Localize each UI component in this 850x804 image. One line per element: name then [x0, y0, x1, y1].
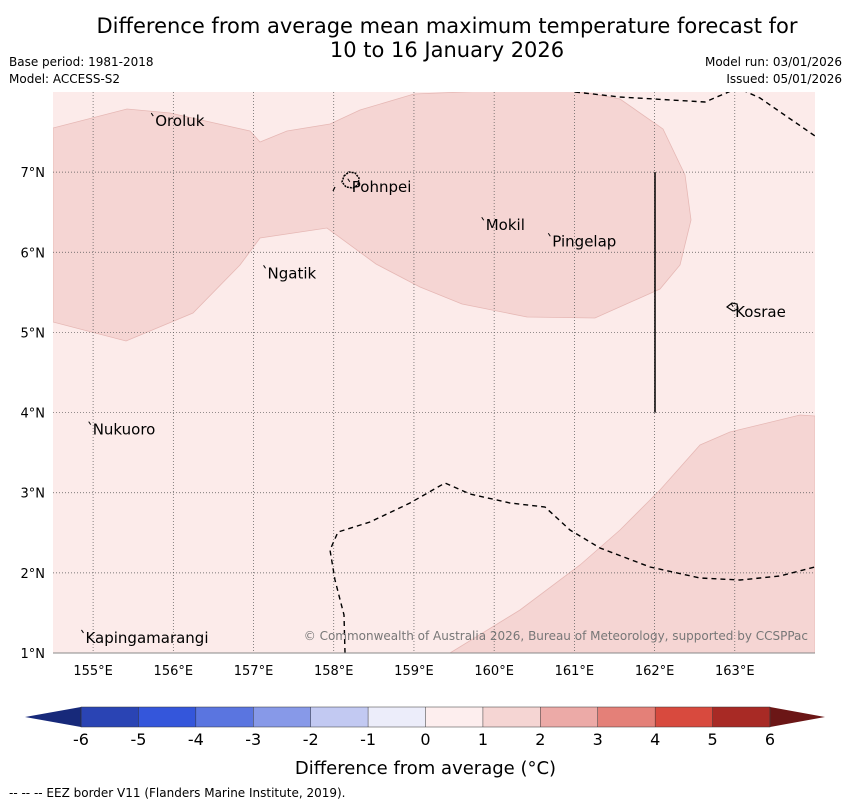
lon-tick-label: 156°E: [154, 664, 194, 679]
place-label-kapingamarangi: Kapingamarangi: [85, 629, 208, 647]
lon-tick-label: 162°E: [635, 664, 675, 679]
colorbar-extend-high: [770, 707, 825, 727]
lon-tick-label: 157°E: [234, 664, 274, 679]
lon-tick-label: 160°E: [474, 664, 514, 679]
colorbar-tick-label: -1: [360, 730, 376, 749]
place-marker: [150, 112, 154, 117]
colorbar-segment: [482, 707, 541, 727]
chart-title: Difference from average mean maximum tem…: [0, 14, 850, 62]
colorbar-segment: [195, 707, 254, 727]
band-1-to-2-north: [53, 92, 692, 342]
eez-footnote: -- -- -- EEZ border V11 (Flanders Marine…: [9, 786, 346, 800]
place-marker: [263, 265, 266, 269]
map-axes: 155°E 156°E 157°E 158°E 159°E 160°E 161°E 162°E…: [21, 166, 755, 679]
lon-tick-label: 155°E: [73, 664, 113, 679]
lat-tick-label: 7°N: [21, 166, 46, 181]
title-line-2: 10 to 16 January 2026: [329, 38, 565, 62]
place-label-pingelap: Pingelap: [552, 232, 616, 250]
copyright-notice: © Commonwealth of Australia 2026, Bureau…: [304, 629, 808, 643]
colorbar-tick-label: -6: [73, 730, 89, 749]
band-1-to-2-southeast: [449, 414, 815, 653]
colorbar-tick-label: 4: [650, 730, 660, 749]
colorbar-tick-label: -3: [245, 730, 261, 749]
colorbar-segment: [310, 707, 369, 727]
map-area: Oroluk Pohnpei Mokil Pingelap Ngatik Kosrae Nu…: [53, 92, 815, 654]
model-name: Model: ACCESS-S2: [9, 72, 121, 86]
colorbar-label: Difference from average (°C): [295, 758, 556, 779]
title-line-1: Difference from average mean maximum tem…: [96, 14, 798, 38]
colorbar-tick-label: 5: [707, 730, 717, 749]
colorbar-tick-label: 6: [765, 730, 775, 749]
place-label-ngatik: Ngatik: [268, 264, 317, 282]
issued-date: Issued: 05/01/2026: [726, 72, 842, 86]
colorbar-tick-label: 3: [593, 730, 603, 749]
lat-tick-label: 3°N: [21, 487, 46, 502]
place-marker: [547, 232, 551, 237]
colorbar-segment: [425, 707, 484, 727]
lon-tick-label: 161°E: [555, 664, 595, 679]
meta-left: Base period: 1981-2018 Model: ACCESS-S2: [9, 54, 154, 88]
eez-border-north: [574, 92, 815, 137]
meta-right: Model run: 03/01/2026 Issued: 05/01/2026: [705, 54, 842, 88]
lon-tick-label: 159°E: [394, 664, 434, 679]
colorbar-tick-label: -5: [130, 730, 146, 749]
place-label-pohnpei: Pohnpei: [352, 178, 412, 196]
lon-tick-label: 163°E: [715, 664, 755, 679]
place-marker: [730, 303, 734, 308]
model-run: Model run: 03/01/2026: [704, 55, 842, 69]
colorbar-tick-label: 2: [535, 730, 545, 749]
place-marker: [88, 421, 92, 425]
lat-tick-label: 5°N: [21, 326, 46, 341]
place-label-kosrae: Kosrae: [735, 303, 786, 321]
kosrae-island-outline: [725, 302, 739, 312]
place-label-mokil: Mokil: [486, 216, 525, 234]
colorbar-tick-label: -4: [188, 730, 204, 749]
place-label-oroluk: Oroluk: [155, 112, 204, 130]
lat-tick-label: 6°N: [21, 246, 46, 261]
colorbar-segment: [138, 707, 197, 727]
lat-tick-label: 2°N: [21, 567, 46, 582]
colorbar-segment: [712, 707, 771, 727]
colorbar-extend-low: [25, 707, 81, 727]
colorbar-tick-label: 1: [478, 730, 488, 749]
lat-tick-label: 1°N: [21, 647, 46, 662]
pohnpei-island-outline: [341, 171, 360, 189]
eez-border-south: [329, 482, 815, 653]
lat-tick-label: 4°N: [21, 407, 46, 422]
ant-atoll-outline: [332, 186, 336, 192]
place-marker: [81, 629, 84, 634]
colorbar-segment: [655, 707, 714, 727]
colorbar: -6 -5 -4 -3 -2 -1 0 1 2 3 4 5 6 Difference from avera…: [25, 706, 825, 779]
colorbar-tick-label: -2: [303, 730, 319, 749]
colorbar-segment: [253, 707, 312, 727]
place-marker: [481, 216, 485, 221]
colorbar-segment: [81, 707, 139, 727]
colorbar-tick-label: 0: [420, 730, 430, 749]
place-label-nukuoro: Nukuoro: [93, 421, 156, 439]
lon-tick-label: 158°E: [314, 664, 354, 679]
colorbar-segment: [368, 707, 426, 727]
colorbar-segment: [540, 707, 599, 727]
place-marker: [347, 178, 351, 183]
base-period: Base period: 1981-2018: [9, 55, 154, 69]
colorbar-segment: [597, 707, 656, 727]
